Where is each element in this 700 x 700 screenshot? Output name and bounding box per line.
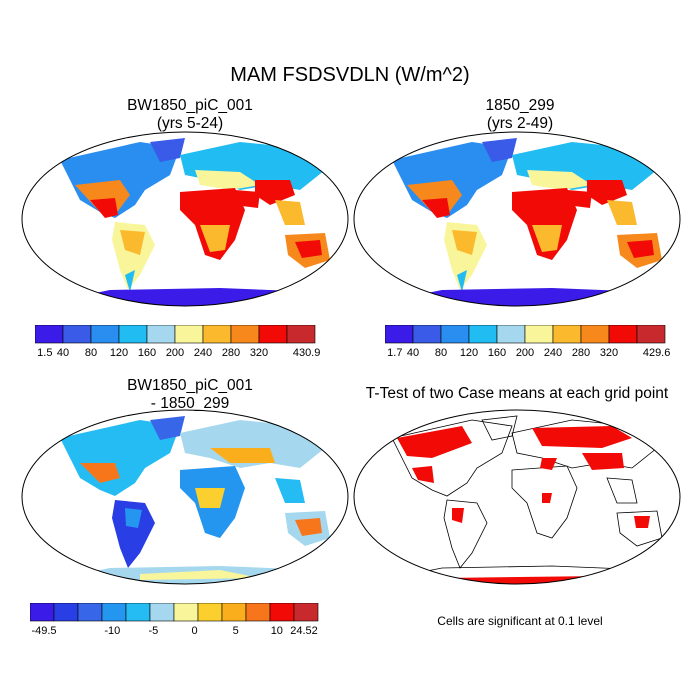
- map-panel-4: [353, 409, 681, 585]
- colorbar-tick-label: 280: [222, 347, 240, 359]
- colorbar-tick-label: 160: [138, 347, 156, 359]
- colorbar-tick-label: 120: [110, 347, 128, 359]
- panel-3-title-line2: - 1850_299: [150, 395, 230, 412]
- colorbar-segment: [440, 324, 470, 344]
- colorbar-panel-2: 1.7 40 80 120 160 200 240 280 320 429.6: [384, 324, 675, 364]
- colorbar-segment: [221, 602, 247, 622]
- colorbar-2-graphic: 1.7 40 80 120 160 200 240 280 320 429.6: [384, 324, 671, 359]
- panel-2-title-line2: (yrs 2-49): [486, 115, 554, 132]
- colorbar-tick-label: 0: [191, 625, 197, 637]
- colorbar-segment: [202, 324, 232, 344]
- colorbar-segment: [269, 602, 295, 622]
- colorbar-tick-label: -10: [104, 625, 120, 637]
- colorbar-segment: [118, 324, 148, 344]
- figure-title: MAM FSDSVDLN (W/m^2): [230, 64, 470, 86]
- colorbar-segment: [101, 602, 127, 622]
- colorbar-tick-label: 40: [407, 347, 419, 359]
- panel-1-title-line2: (yrs 5-24): [156, 115, 224, 132]
- landmasses: [30, 416, 340, 584]
- colorbar-segment: [77, 602, 103, 622]
- colorbar-segment: [286, 324, 316, 344]
- colorbar-tick-label: 320: [600, 347, 618, 359]
- colorbar-1-graphic: 1.5 40 80 120 160 200 240 280 320 430.9: [34, 324, 321, 359]
- significant-cells: [397, 426, 650, 584]
- significance-footnote: Cells are significant at 0.1 level: [437, 614, 603, 628]
- colorbar-tick-label: 80: [435, 347, 447, 359]
- colorbar-segment: [149, 602, 175, 622]
- panel-3-title-line1: BW1850_piC_001: [127, 377, 253, 394]
- colorbar-tick-label: -49.5: [31, 625, 56, 637]
- colorbar-segment: [258, 324, 288, 344]
- colorbar-panel-1: 1.5 40 80 120 160 200 240 280 320 430.9: [34, 324, 325, 364]
- colorbar-segment: [173, 602, 199, 622]
- panel-1-title: BW1850_piC_001 (yrs 5-24): [40, 97, 340, 133]
- colorbar-segment: [552, 324, 582, 344]
- ttest-title: T-Test of two Case means at each grid po…: [365, 385, 669, 402]
- panel-3-title: BW1850_piC_001 - 1850_299: [40, 377, 340, 413]
- colorbar-segment: [245, 602, 271, 622]
- colorbar-3-graphic: -49.5 -10 -5 0 5 10 24.52: [29, 602, 319, 637]
- map-panel-2: [353, 131, 681, 307]
- colorbar-segment: [197, 602, 223, 622]
- colorbar-tick-label: 430.9: [293, 347, 321, 359]
- colorbar-tick-label: 240: [544, 347, 562, 359]
- colorbar-tick-label: 160: [488, 347, 506, 359]
- panel-1-title-line1: BW1850_piC_001: [127, 97, 253, 114]
- colorbar-segment: [580, 324, 610, 344]
- colorbar-tick-label: 1.5: [37, 347, 52, 359]
- colorbar-segment: [496, 324, 526, 344]
- map-panel-1: [21, 131, 349, 307]
- colorbar-segment: [293, 602, 319, 622]
- colorbar-tick-label: 1.7: [387, 347, 402, 359]
- colorbar-tick-label: 429.6: [643, 347, 671, 359]
- colorbar-tick-label: 120: [460, 347, 478, 359]
- colorbar-tick-label: 5: [233, 625, 239, 637]
- colorbar-tick-label: 80: [85, 347, 97, 359]
- colorbar-segment: [468, 324, 498, 344]
- colorbar-segment: [412, 324, 442, 344]
- colorbar-segment: [524, 324, 554, 344]
- colorbar-tick-label: 40: [57, 347, 69, 359]
- colorbar-segment: [608, 324, 638, 344]
- colorbar-segment: [384, 324, 414, 344]
- colorbar-segment: [146, 324, 176, 344]
- colorbar-segment: [34, 324, 64, 344]
- colorbar-segment: [29, 602, 55, 622]
- panel-2-title: 1850_299 (yrs 2-49): [370, 97, 670, 133]
- panel-2-title-line1: 1850_299: [485, 97, 555, 114]
- colorbar-tick-label: 10: [271, 625, 283, 637]
- colorbar-segment: [125, 602, 151, 622]
- colorbar-segment: [53, 602, 79, 622]
- colorbar-segment: [230, 324, 260, 344]
- colorbar-tick-label: 24.52: [290, 625, 318, 637]
- colorbar-segment: [62, 324, 92, 344]
- colorbar-segment: [174, 324, 204, 344]
- colorbar-tick-label: 320: [250, 347, 268, 359]
- colorbar-segment: [90, 324, 120, 344]
- colorbar-tick-label: 280: [572, 347, 590, 359]
- colorbar-segment: [636, 324, 666, 344]
- map-panel-3: [21, 409, 349, 585]
- colorbar-tick-label: -5: [149, 625, 159, 637]
- colorbar-tick-label: 200: [166, 347, 184, 359]
- landmasses: [362, 138, 672, 306]
- colorbar-tick-label: 240: [194, 347, 212, 359]
- landmasses: [30, 138, 340, 306]
- colorbar-panel-3: -49.5 -10 -5 0 5 10 24.52: [29, 602, 330, 642]
- colorbar-tick-label: 200: [516, 347, 534, 359]
